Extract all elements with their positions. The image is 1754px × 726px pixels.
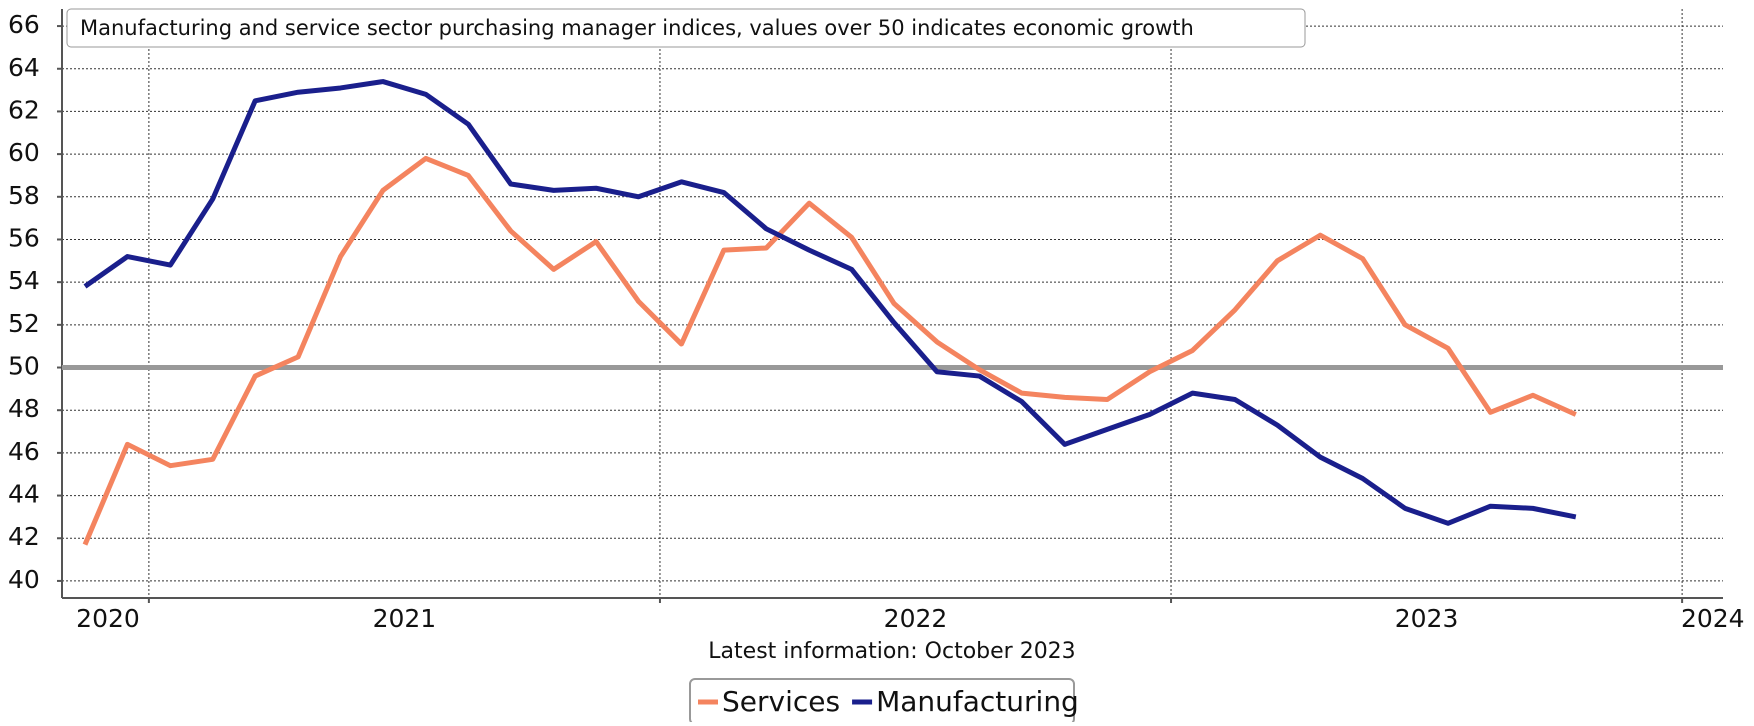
y-tick-label: 60: [8, 138, 40, 167]
x-tick-label: 2020: [76, 604, 140, 633]
chart-title: Manufacturing and service sector purchas…: [80, 16, 1194, 40]
series-line: [82, 155, 1577, 546]
y-tick-label: 56: [8, 223, 40, 252]
x-tick-label: 2021: [373, 604, 437, 633]
grid: 40 42 44 46 48 50 52 54 56 58 60 62 64 66 2020 2021 2022…: [8, 9, 1745, 633]
series-line: [83, 79, 1577, 526]
y-tick-label: 66: [8, 10, 40, 39]
legend-label: Manufacturing: [876, 685, 1079, 718]
y-tick-label: 40: [8, 565, 40, 594]
legend: Services Manufacturing: [698, 685, 1079, 718]
y-tick-label: 50: [8, 352, 40, 381]
y-tick-label: 58: [8, 181, 40, 210]
legend-label: Services: [722, 685, 840, 718]
y-tick-label: 46: [8, 437, 40, 466]
y-tick-label: 48: [8, 394, 40, 423]
x-tick-label: 2022: [884, 604, 948, 633]
x-tick-label: 2023: [1395, 604, 1459, 633]
y-tick-label: 62: [8, 95, 40, 124]
lines: [82, 79, 1577, 546]
y-tick-label: 42: [8, 522, 40, 551]
y-tick-label: 44: [8, 480, 40, 509]
footnote: Latest information: October 2023: [708, 639, 1075, 664]
x-tick-label: 2024: [1681, 604, 1745, 633]
y-tick-label: 64: [8, 53, 40, 82]
title-box: [66, 8, 1306, 48]
y-tick-label: 52: [8, 309, 40, 338]
y-tick-label: 54: [8, 266, 40, 295]
